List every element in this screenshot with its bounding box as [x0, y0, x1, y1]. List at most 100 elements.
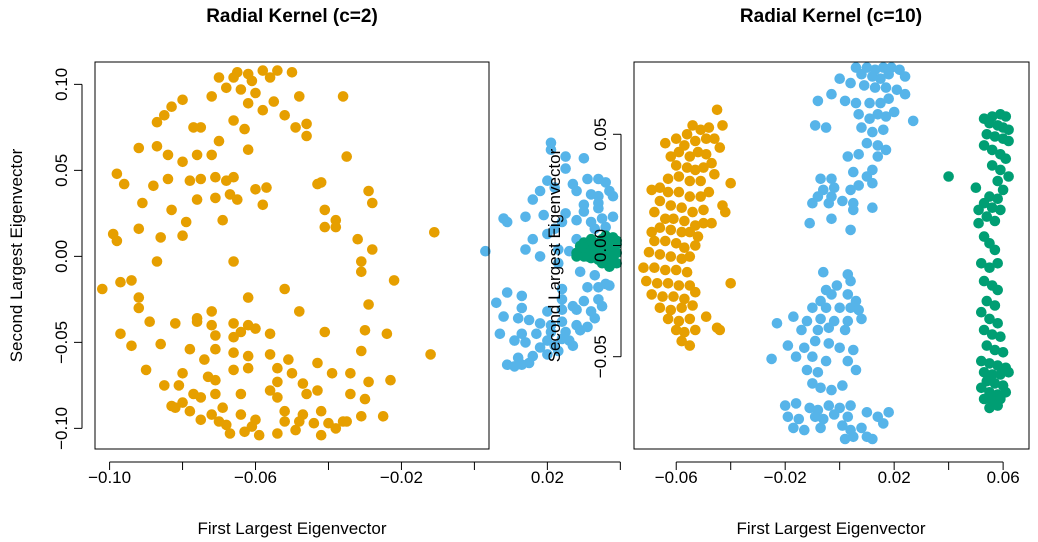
- data-point: [649, 206, 660, 218]
- data-point: [662, 278, 674, 289]
- data-point: [690, 135, 701, 147]
- data-point: [812, 95, 824, 107]
- data-point: [809, 120, 821, 131]
- data-point: [501, 216, 513, 228]
- data-point: [315, 177, 327, 188]
- data-point: [228, 256, 239, 267]
- data-point: [878, 418, 889, 429]
- data-point: [589, 223, 601, 235]
- y-axis: −0.05 0.00 0.05: [591, 118, 622, 378]
- x-tick-label: −0.02: [380, 468, 423, 487]
- data-point: [330, 423, 342, 434]
- data-point: [542, 306, 553, 317]
- data-point: [826, 384, 837, 396]
- data-point: [604, 280, 615, 291]
- data-point: [162, 149, 174, 161]
- data-point: [812, 324, 824, 336]
- data-point: [875, 73, 886, 84]
- data-point: [596, 233, 608, 245]
- data-point: [692, 231, 704, 242]
- data-point: [356, 345, 367, 357]
- data-point: [826, 88, 837, 100]
- data-point: [210, 171, 221, 183]
- data-point: [571, 185, 582, 197]
- data-point: [992, 318, 1003, 329]
- data-point: [235, 326, 247, 338]
- data-point: [992, 360, 1003, 371]
- chart-panel-2: Radial Kernel (c=10) −0.06 −0.02 0.02 0.06 Fi…: [545, 6, 1030, 538]
- data-point: [574, 266, 586, 278]
- data-point: [429, 227, 440, 238]
- y-tick-label: 0.00: [591, 229, 610, 262]
- data-point: [170, 318, 181, 329]
- data-point: [788, 311, 799, 323]
- data-point: [228, 318, 239, 329]
- data-point: [943, 171, 954, 182]
- data-point: [815, 382, 826, 394]
- y-axis-label: Second Largest Eigenvector: [7, 148, 26, 362]
- data-point: [690, 164, 701, 176]
- data-point: [542, 175, 553, 186]
- data-point: [206, 409, 217, 420]
- data-point: [264, 328, 276, 340]
- data-point: [352, 233, 364, 245]
- data-point: [177, 156, 188, 168]
- data-point: [235, 84, 247, 95]
- y-axis-label: Second Largest Eigenvector: [545, 148, 564, 362]
- data-point: [512, 313, 524, 324]
- data-point: [556, 216, 568, 228]
- data-point: [235, 409, 247, 420]
- data-point: [880, 82, 892, 93]
- data-point: [184, 175, 196, 186]
- data-point: [257, 199, 269, 211]
- data-point: [151, 116, 163, 128]
- data-point: [807, 351, 818, 363]
- data-point: [363, 185, 374, 197]
- data-point: [111, 168, 123, 180]
- x-tick-label: −0.06: [234, 468, 277, 487]
- data-point: [155, 232, 166, 243]
- data-point: [883, 407, 894, 418]
- data-point: [796, 324, 807, 336]
- data-point: [549, 182, 560, 193]
- data-point: [981, 129, 993, 140]
- data-point: [151, 256, 163, 267]
- data-point: [714, 142, 726, 153]
- data-point: [654, 222, 666, 233]
- data-point: [989, 300, 1001, 311]
- data-point: [880, 144, 892, 156]
- data-point: [706, 157, 717, 169]
- data-point: [986, 202, 998, 213]
- data-point: [188, 122, 199, 133]
- data-point: [111, 235, 123, 247]
- data-point: [872, 109, 884, 120]
- data-point: [641, 275, 652, 287]
- data-point: [531, 328, 542, 340]
- data-point: [981, 295, 993, 307]
- data-point: [673, 146, 685, 158]
- data-point: [788, 422, 799, 434]
- data-point: [279, 416, 291, 427]
- data-point: [159, 110, 170, 121]
- data-point: [698, 204, 709, 216]
- data-point: [206, 306, 217, 317]
- data-point: [556, 316, 568, 328]
- data-point: [213, 135, 225, 147]
- data-point: [520, 244, 531, 255]
- data-point: [195, 173, 207, 185]
- data-point: [660, 264, 671, 276]
- data-point: [995, 204, 1006, 216]
- data-point: [989, 378, 1001, 389]
- data-point: [290, 122, 301, 133]
- data-point: [118, 178, 130, 190]
- data-point: [676, 226, 687, 238]
- data-point: [242, 350, 254, 362]
- data-point: [166, 204, 177, 216]
- data-point: [864, 113, 875, 124]
- data-point: [687, 206, 698, 218]
- data-point: [766, 353, 777, 365]
- data-point: [670, 324, 682, 336]
- data-point: [206, 91, 217, 102]
- data-point: [173, 380, 185, 391]
